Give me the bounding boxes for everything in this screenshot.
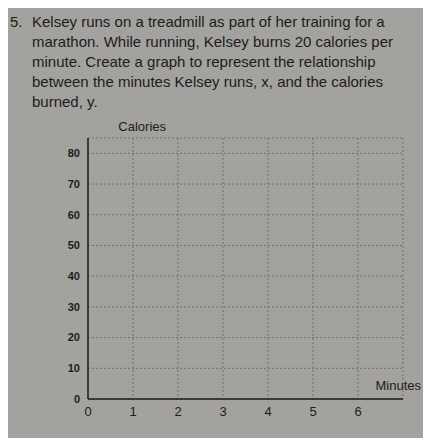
svg-text:Minutes: Minutes	[375, 378, 421, 393]
html-text:Kelsey runs on a treadmill as: Kelsey runs on a treadmill as part of he…	[32, 13, 393, 110]
svg-text:40: 40	[68, 270, 80, 282]
svg-text:5: 5	[309, 404, 316, 419]
svg-text:Calories: Calories	[118, 119, 166, 134]
svg-text:80: 80	[68, 147, 80, 159]
svg-text:3: 3	[219, 404, 226, 419]
svg-text:10: 10	[68, 362, 80, 374]
html-text:5.: 5.	[10, 13, 23, 30]
svg-text:70: 70	[68, 178, 80, 190]
svg-text:6: 6	[354, 404, 361, 419]
svg-text:0: 0	[74, 393, 80, 405]
svg-text:30: 30	[68, 301, 80, 313]
svg-text:50: 50	[68, 239, 80, 251]
svg-text:4: 4	[264, 404, 271, 419]
svg-text:1: 1	[129, 404, 136, 419]
svg-text:20: 20	[68, 331, 80, 343]
svg-text:0: 0	[84, 404, 91, 419]
svg-text:60: 60	[68, 209, 80, 221]
svg-text:2: 2	[174, 404, 181, 419]
